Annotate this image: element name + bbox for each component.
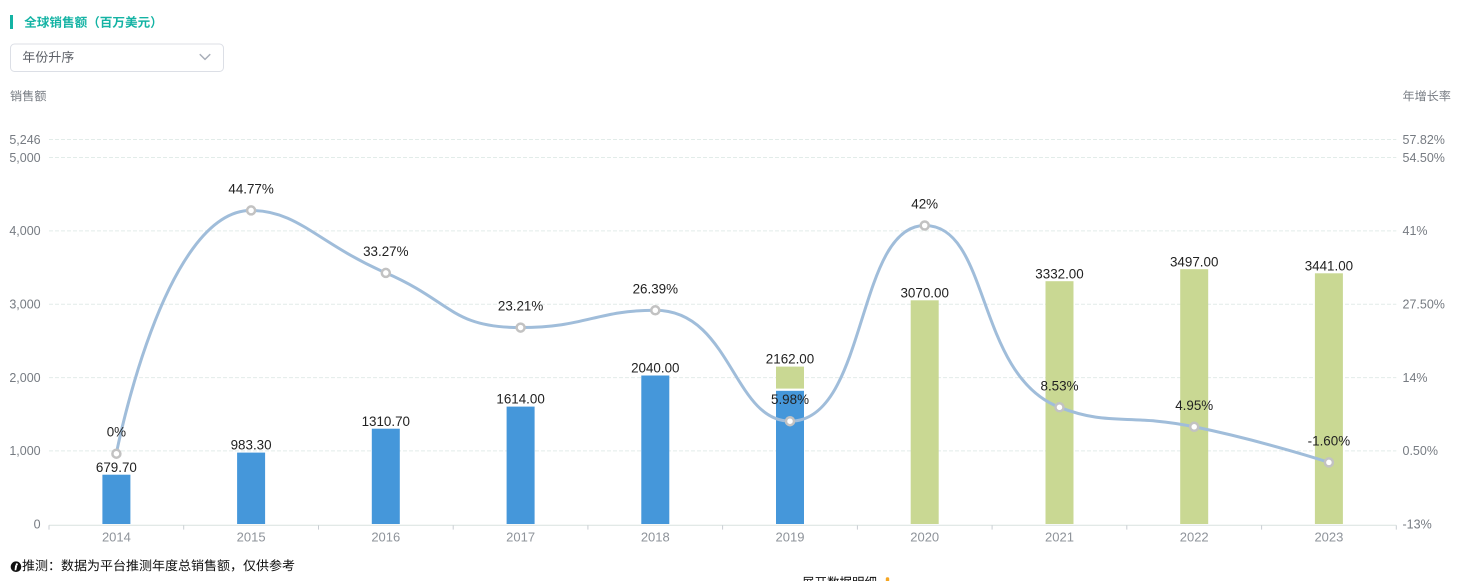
svg-text:983.30: 983.30 [231, 438, 272, 453]
svg-text:4,000: 4,000 [9, 224, 40, 238]
svg-text:27.50%: 27.50% [1403, 298, 1445, 312]
svg-text:2162.00: 2162.00 [766, 352, 814, 367]
svg-text:2,000: 2,000 [9, 371, 40, 385]
svg-text:2014: 2014 [102, 530, 131, 545]
svg-text:44.77%: 44.77% [228, 181, 274, 196]
svg-text:-1.60%: -1.60% [1308, 433, 1351, 448]
svg-text:0%: 0% [107, 425, 126, 440]
svg-text:2017: 2017 [506, 530, 535, 545]
svg-text:1310.70: 1310.70 [362, 414, 410, 429]
svg-text:0: 0 [34, 518, 41, 532]
svg-text:3070.00: 3070.00 [900, 285, 948, 300]
svg-text:1,000: 1,000 [9, 444, 40, 458]
svg-text:2018: 2018 [641, 530, 670, 545]
svg-text:679.70: 679.70 [96, 460, 137, 475]
svg-text:57.82%: 57.82% [1403, 133, 1445, 147]
svg-text:3497.00: 3497.00 [1170, 254, 1218, 269]
svg-text:2023: 2023 [1314, 530, 1343, 545]
svg-text:5,246: 5,246 [9, 133, 40, 147]
svg-text:3,000: 3,000 [9, 298, 40, 312]
svg-text:5.98%: 5.98% [771, 392, 809, 407]
svg-text:1614.00: 1614.00 [496, 392, 544, 407]
svg-text:2020: 2020 [910, 530, 939, 545]
svg-text:0.50%: 0.50% [1403, 444, 1438, 458]
svg-text:26.39%: 26.39% [633, 281, 679, 296]
svg-text:3441.00: 3441.00 [1305, 258, 1353, 273]
svg-text:14%: 14% [1403, 371, 1428, 385]
svg-text:3332.00: 3332.00 [1035, 266, 1083, 281]
svg-text:2040.00: 2040.00 [631, 361, 679, 376]
svg-text:23.21%: 23.21% [498, 299, 544, 314]
svg-text:5,000: 5,000 [9, 151, 40, 165]
svg-text:2022: 2022 [1180, 530, 1209, 545]
svg-text:4.95%: 4.95% [1175, 398, 1213, 413]
svg-text:2019: 2019 [776, 530, 805, 545]
svg-text:41%: 41% [1403, 224, 1428, 238]
svg-text:54.50%: 54.50% [1403, 151, 1445, 165]
svg-text:42%: 42% [911, 197, 938, 212]
svg-text:8.53%: 8.53% [1041, 378, 1079, 393]
svg-text:2015: 2015 [237, 530, 266, 545]
svg-text:2016: 2016 [371, 530, 400, 545]
svg-text:33.27%: 33.27% [363, 244, 409, 259]
svg-text:2021: 2021 [1045, 530, 1074, 545]
svg-text:-13%: -13% [1403, 518, 1432, 532]
